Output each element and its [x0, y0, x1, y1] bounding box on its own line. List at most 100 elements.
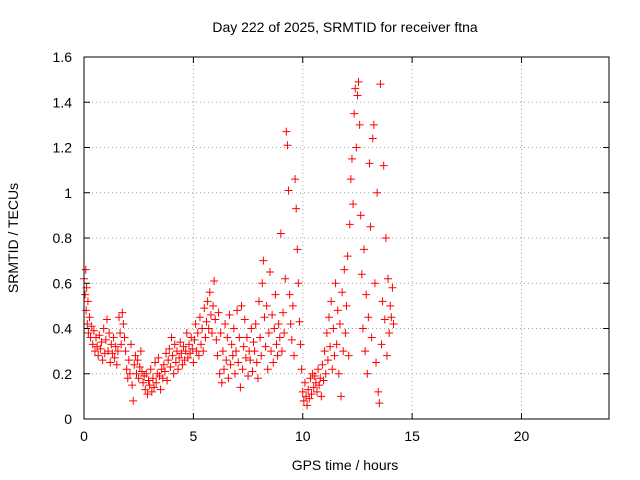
data-point	[201, 333, 210, 342]
data-point	[236, 383, 245, 392]
data-point	[306, 374, 315, 383]
data-point	[205, 288, 214, 297]
data-point	[361, 347, 370, 356]
data-point	[372, 358, 381, 367]
data-point	[209, 301, 218, 310]
grid-lines	[84, 57, 609, 419]
data-point	[147, 387, 156, 396]
data-point	[261, 342, 270, 351]
data-point	[171, 358, 180, 367]
data-point	[206, 310, 215, 319]
data-point	[230, 369, 239, 378]
data-point	[326, 342, 335, 351]
data-point	[346, 175, 355, 184]
data-point	[378, 297, 387, 306]
data-point	[275, 333, 284, 342]
data-point	[344, 351, 353, 360]
data-point	[156, 385, 165, 394]
data-point	[340, 265, 349, 274]
chart-title: Day 222 of 2025, SRMTID for receiver ftn…	[212, 19, 478, 35]
data-point	[247, 324, 256, 333]
data-point	[268, 310, 277, 319]
data-point	[166, 362, 175, 371]
data-point	[350, 109, 359, 118]
data-point	[387, 313, 396, 322]
data-point	[83, 319, 92, 328]
data-point	[97, 338, 106, 347]
data-point	[135, 362, 144, 371]
data-point	[260, 313, 269, 322]
data-points	[80, 77, 398, 410]
data-point	[389, 319, 398, 328]
data-point	[179, 342, 188, 351]
data-point	[128, 381, 137, 390]
data-point	[210, 276, 219, 285]
data-point	[369, 120, 378, 129]
x-axis-label: GPS time / hours	[292, 457, 399, 473]
data-point	[136, 347, 145, 356]
data-point	[283, 141, 292, 150]
data-point	[307, 390, 316, 399]
data-point	[130, 360, 139, 369]
data-point	[168, 351, 177, 360]
data-point	[233, 306, 242, 315]
data-point	[221, 319, 230, 328]
data-point	[321, 369, 330, 378]
data-point	[284, 186, 293, 195]
data-point	[315, 381, 324, 390]
data-point	[276, 229, 285, 238]
data-point	[385, 329, 394, 338]
data-point	[214, 308, 223, 317]
y-tick-label: 0	[64, 411, 72, 427]
x-tick-label: 10	[295, 428, 311, 444]
data-point	[282, 127, 291, 136]
data-point	[142, 369, 151, 378]
data-point	[295, 317, 304, 326]
data-point	[98, 356, 107, 365]
y-tick-label: 1.6	[53, 49, 73, 65]
data-point	[150, 383, 158, 392]
data-point	[249, 338, 258, 347]
data-point	[120, 333, 129, 342]
data-point	[370, 279, 379, 288]
data-point	[317, 392, 326, 401]
data-point	[122, 365, 131, 374]
data-point	[191, 319, 200, 328]
data-point	[144, 376, 153, 385]
data-point	[148, 374, 157, 383]
data-point	[154, 353, 163, 362]
axis-ticks: 0 0.2 0.4 0.6 0.8 1 1.2 1.4 1.6 0 5 10 15 20	[53, 49, 609, 444]
data-point	[228, 351, 237, 360]
data-point	[253, 374, 262, 383]
data-point	[124, 356, 133, 365]
data-point	[373, 188, 382, 197]
data-point	[239, 342, 248, 351]
data-point	[195, 313, 204, 322]
data-point	[267, 347, 276, 356]
data-point	[170, 340, 179, 349]
data-point	[81, 265, 90, 274]
data-point	[259, 256, 268, 265]
y-tick-label: 1.4	[53, 94, 73, 110]
data-point	[285, 290, 294, 299]
data-point	[298, 387, 307, 396]
y-tick-label: 0.2	[53, 366, 73, 382]
data-point	[81, 290, 90, 299]
data-point	[162, 349, 171, 358]
data-point	[96, 344, 105, 353]
data-point	[127, 340, 136, 349]
data-point	[388, 283, 397, 292]
data-point	[237, 301, 246, 310]
data-point	[222, 356, 231, 365]
data-point	[375, 399, 384, 408]
data-point	[113, 347, 122, 356]
data-point	[134, 374, 143, 383]
data-point	[182, 329, 191, 338]
data-point	[312, 387, 321, 396]
data-point	[328, 365, 337, 374]
data-point	[382, 351, 391, 360]
data-point	[197, 340, 206, 349]
data-point	[366, 222, 375, 231]
data-point	[379, 161, 388, 170]
data-point	[355, 120, 364, 129]
